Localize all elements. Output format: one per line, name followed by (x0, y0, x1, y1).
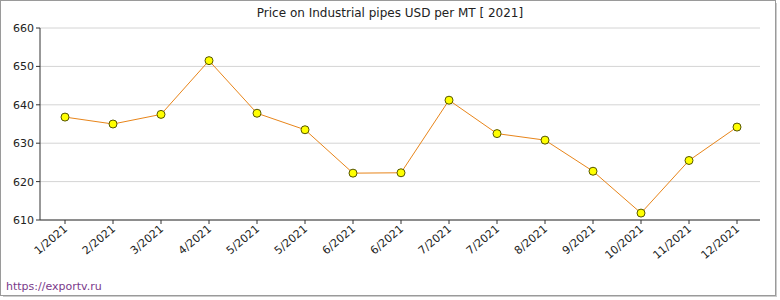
y-tick (36, 181, 40, 182)
chart: Price on Industrial pipes USD per MT [ 2… (0, 0, 780, 300)
x-tick (641, 220, 642, 224)
y-tick (36, 66, 40, 67)
point (493, 130, 501, 138)
grid-line (40, 104, 760, 105)
y-tick (36, 220, 40, 221)
point (397, 169, 405, 177)
point (253, 109, 261, 117)
point (733, 123, 741, 131)
point (637, 209, 645, 217)
x-tick (497, 220, 498, 224)
x-tick (593, 220, 594, 224)
point (61, 113, 69, 121)
grid-line (40, 28, 760, 29)
point (157, 110, 165, 118)
x-tick-label: 4/2021 (176, 222, 214, 257)
x-tick (305, 220, 306, 224)
x-tick-label: 12/2021 (699, 222, 742, 261)
x-tick-label: 3/2021 (128, 222, 166, 257)
y-tick-label: 610 (13, 214, 34, 227)
y-tick-label: 630 (13, 137, 34, 150)
x-tick-label: 6/2021 (368, 222, 406, 257)
x-axis (40, 220, 760, 221)
grid-line (40, 181, 760, 182)
x-tick (353, 220, 354, 224)
y-tick (36, 104, 40, 105)
x-tick (401, 220, 402, 224)
x-tick (113, 220, 114, 224)
point (205, 57, 213, 65)
y-tick-label: 640 (13, 99, 34, 112)
point (685, 156, 693, 164)
x-tick-label: 7/2021 (416, 222, 454, 257)
y-tick-label: 620 (13, 176, 34, 189)
x-tick-label: 5/2021 (224, 222, 262, 257)
y-tick (36, 28, 40, 29)
x-tick (65, 220, 66, 224)
x-tick (545, 220, 546, 224)
y-tick (36, 143, 40, 144)
grid-line (40, 220, 760, 221)
grid-line (40, 143, 760, 144)
point (109, 120, 117, 128)
frame (1, 1, 776, 296)
x-tick-label: 8/2021 (512, 222, 550, 257)
y-tick-label: 650 (13, 60, 34, 73)
x-tick-label: 7/2021 (464, 222, 502, 257)
point (301, 126, 309, 134)
y-tick-label: 660 (13, 22, 34, 35)
x-tick-label: 1/2021 (32, 222, 70, 257)
grid-line (40, 66, 760, 67)
point (589, 167, 597, 175)
x-tick-label: 5/2021 (272, 222, 310, 257)
source: https://exportv.ru (6, 280, 102, 293)
x-tick-label: 6/2021 (320, 222, 358, 257)
y-axis (40, 28, 41, 220)
x-tick (449, 220, 450, 224)
x-tick (209, 220, 210, 224)
x-tick-label: 11/2021 (651, 222, 694, 261)
point (445, 96, 453, 104)
x-tick (161, 220, 162, 224)
title: Price on Industrial pipes USD per MT [ 2… (257, 6, 523, 20)
x-tick (737, 220, 738, 224)
x-tick (689, 220, 690, 224)
x-tick-label: 10/2021 (603, 222, 646, 261)
x-tick-label: 9/2021 (560, 222, 598, 257)
plot-area (61, 57, 741, 217)
point (349, 169, 357, 177)
x-tick-label: 2/2021 (80, 222, 118, 257)
point (541, 136, 549, 144)
x-tick (257, 220, 258, 224)
price-line (65, 61, 737, 213)
